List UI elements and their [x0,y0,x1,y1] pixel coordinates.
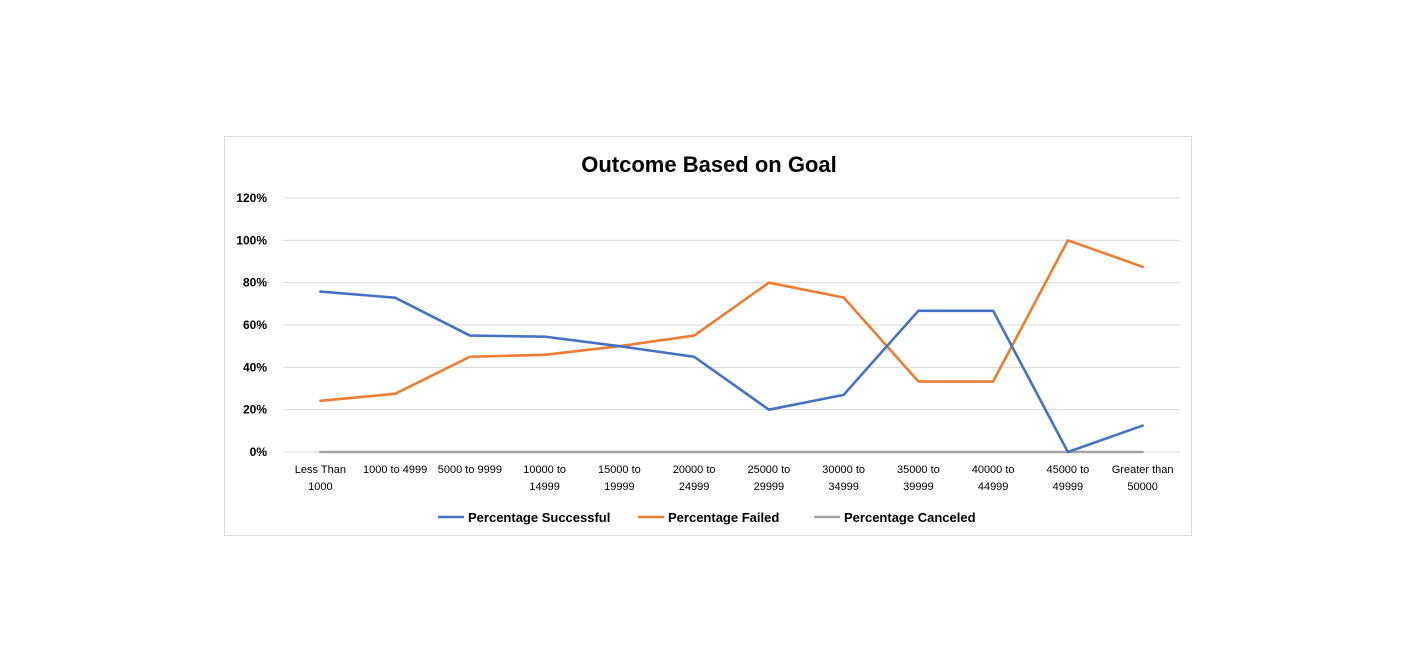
y-axis-ticks: 0% 20% 40% 60% 80% 100% 120% [236,191,267,459]
x-tick-label: Greater than 50000 [1112,464,1174,493]
y-tick-label: 0% [250,445,268,459]
x-tick-label: Less Than 1000 [295,464,346,493]
x-axis-ticks: Less Than 1000 1000 to 4999 5000 to 9999 100… [295,464,1174,493]
legend-label: Percentage Successful [468,510,610,525]
y-tick-label: 20% [243,403,267,417]
series-line-percentage-successful [319,290,1144,454]
chart-frame: Outcome Based on Goal 0% 20% 40% 60% 80% 100%… [224,136,1192,536]
y-tick-label: 80% [243,276,267,290]
y-tick-label: 120% [236,191,267,205]
x-tick-label: 15000 to 19999 [598,464,641,493]
y-tick-label: 100% [236,233,267,247]
x-tick-label: 1000 to 4999 [363,464,427,476]
series-lines [319,239,1144,454]
legend-label: Percentage Failed [668,510,779,525]
x-tick-label: 25000 to 29999 [747,464,790,493]
series-line-percentage-failed [319,239,1144,403]
y-tick-label: 40% [243,360,267,374]
outcome-line-chart: Outcome Based on Goal 0% 20% 40% 60% 80% 100%… [236,152,1180,525]
legend: Percentage Successful Percentage Failed Pe… [438,510,976,525]
y-tick-label: 60% [243,318,267,332]
gridlines [283,197,1180,453]
x-tick-label: 45000 to 49999 [1046,464,1089,493]
x-tick-label: 35000 to 39999 [897,464,940,493]
x-tick-label: 10000 to 14999 [523,464,566,493]
x-tick-label: 5000 to 9999 [438,464,502,476]
x-tick-label: 30000 to 34999 [822,464,865,493]
legend-label: Percentage Canceled [844,510,976,525]
x-tick-label: 40000 to 44999 [972,464,1015,493]
x-tick-label: 20000 to 24999 [673,464,716,493]
chart-title: Outcome Based on Goal [581,152,837,177]
